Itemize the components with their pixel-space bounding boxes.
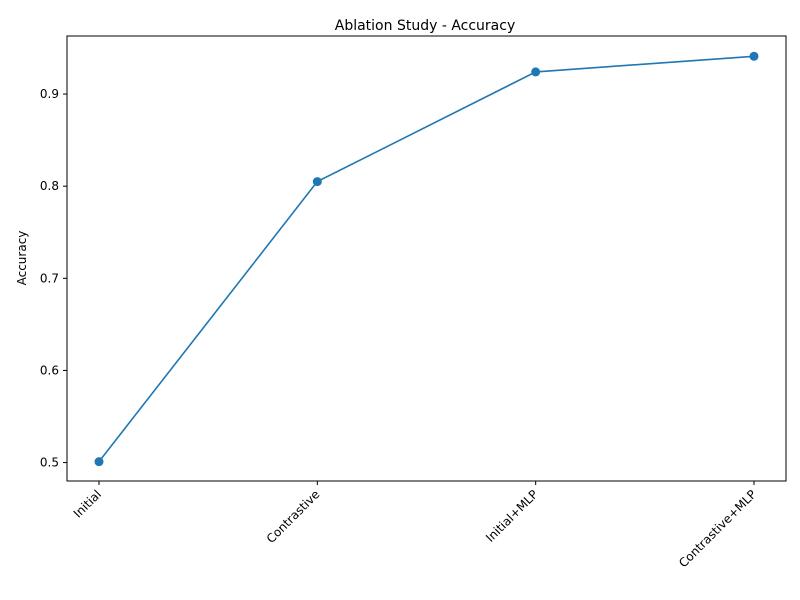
y-tick-label: 0.5 (40, 456, 59, 470)
data-point (531, 67, 541, 77)
series-line (98, 55, 755, 463)
chart-title: Ablation Study - Accuracy (335, 18, 516, 34)
y-tick-label: 0.8 (40, 179, 59, 193)
data-point (749, 51, 759, 61)
plot-frame (66, 35, 787, 482)
y-axis-title: Accuracy (15, 231, 29, 286)
y-tick-label: 0.9 (40, 87, 59, 101)
y-tick-label: 0.7 (40, 271, 59, 285)
data-point (312, 177, 322, 187)
data-point (94, 457, 104, 467)
y-tick-label: 0.6 (40, 363, 59, 377)
